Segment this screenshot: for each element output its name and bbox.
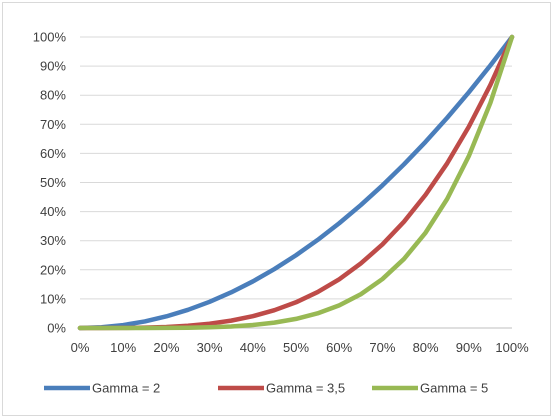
y-tick-label: 50% — [40, 175, 66, 190]
x-tick-label: 20% — [153, 340, 179, 355]
legend-label: Gamma = 3,5 — [266, 381, 345, 396]
x-tick-label: 30% — [197, 340, 223, 355]
y-tick-label: 90% — [40, 59, 66, 74]
x-tick-label: 50% — [283, 340, 309, 355]
y-tick-label: 80% — [40, 88, 66, 103]
y-axis-ticks: 0% 10% 20% 30% 40% 50% 60% 70% 80% 90% 100% — [33, 30, 67, 336]
y-tick-label: 0% — [47, 321, 66, 336]
y-tick-label: 70% — [40, 117, 66, 132]
legend: Gamma = 2 Gamma = 3,5 Gamma = 5 — [44, 381, 488, 396]
legend-label: Gamma = 2 — [92, 381, 160, 396]
x-tick-label: 70% — [369, 340, 395, 355]
x-tick-label: 100% — [495, 340, 529, 355]
gridlines — [80, 36, 512, 329]
y-tick-label: 20% — [40, 262, 66, 277]
legend-label: Gamma = 5 — [420, 381, 488, 396]
x-tick-label: 0% — [71, 340, 90, 355]
series-line-3 — [77, 34, 515, 331]
y-tick-label: 10% — [40, 291, 66, 306]
x-tick-label: 10% — [110, 340, 136, 355]
chart-area — [2, 2, 551, 416]
x-tick-label: 90% — [456, 340, 482, 355]
series-line-1 — [77, 34, 515, 331]
x-tick-label: 80% — [413, 340, 439, 355]
y-tick-label: 40% — [40, 204, 66, 219]
series-lines — [77, 34, 515, 331]
x-tick-label: 40% — [240, 340, 266, 355]
x-axis-ticks: 0% 10% 20% 30% 40% 50% 60% 70% 80% 90% 100% — [71, 340, 529, 355]
y-tick-label: 30% — [40, 233, 66, 248]
y-tick-label: 100% — [33, 30, 67, 45]
x-tick-label: 60% — [326, 340, 352, 355]
y-tick-label: 60% — [40, 146, 66, 161]
